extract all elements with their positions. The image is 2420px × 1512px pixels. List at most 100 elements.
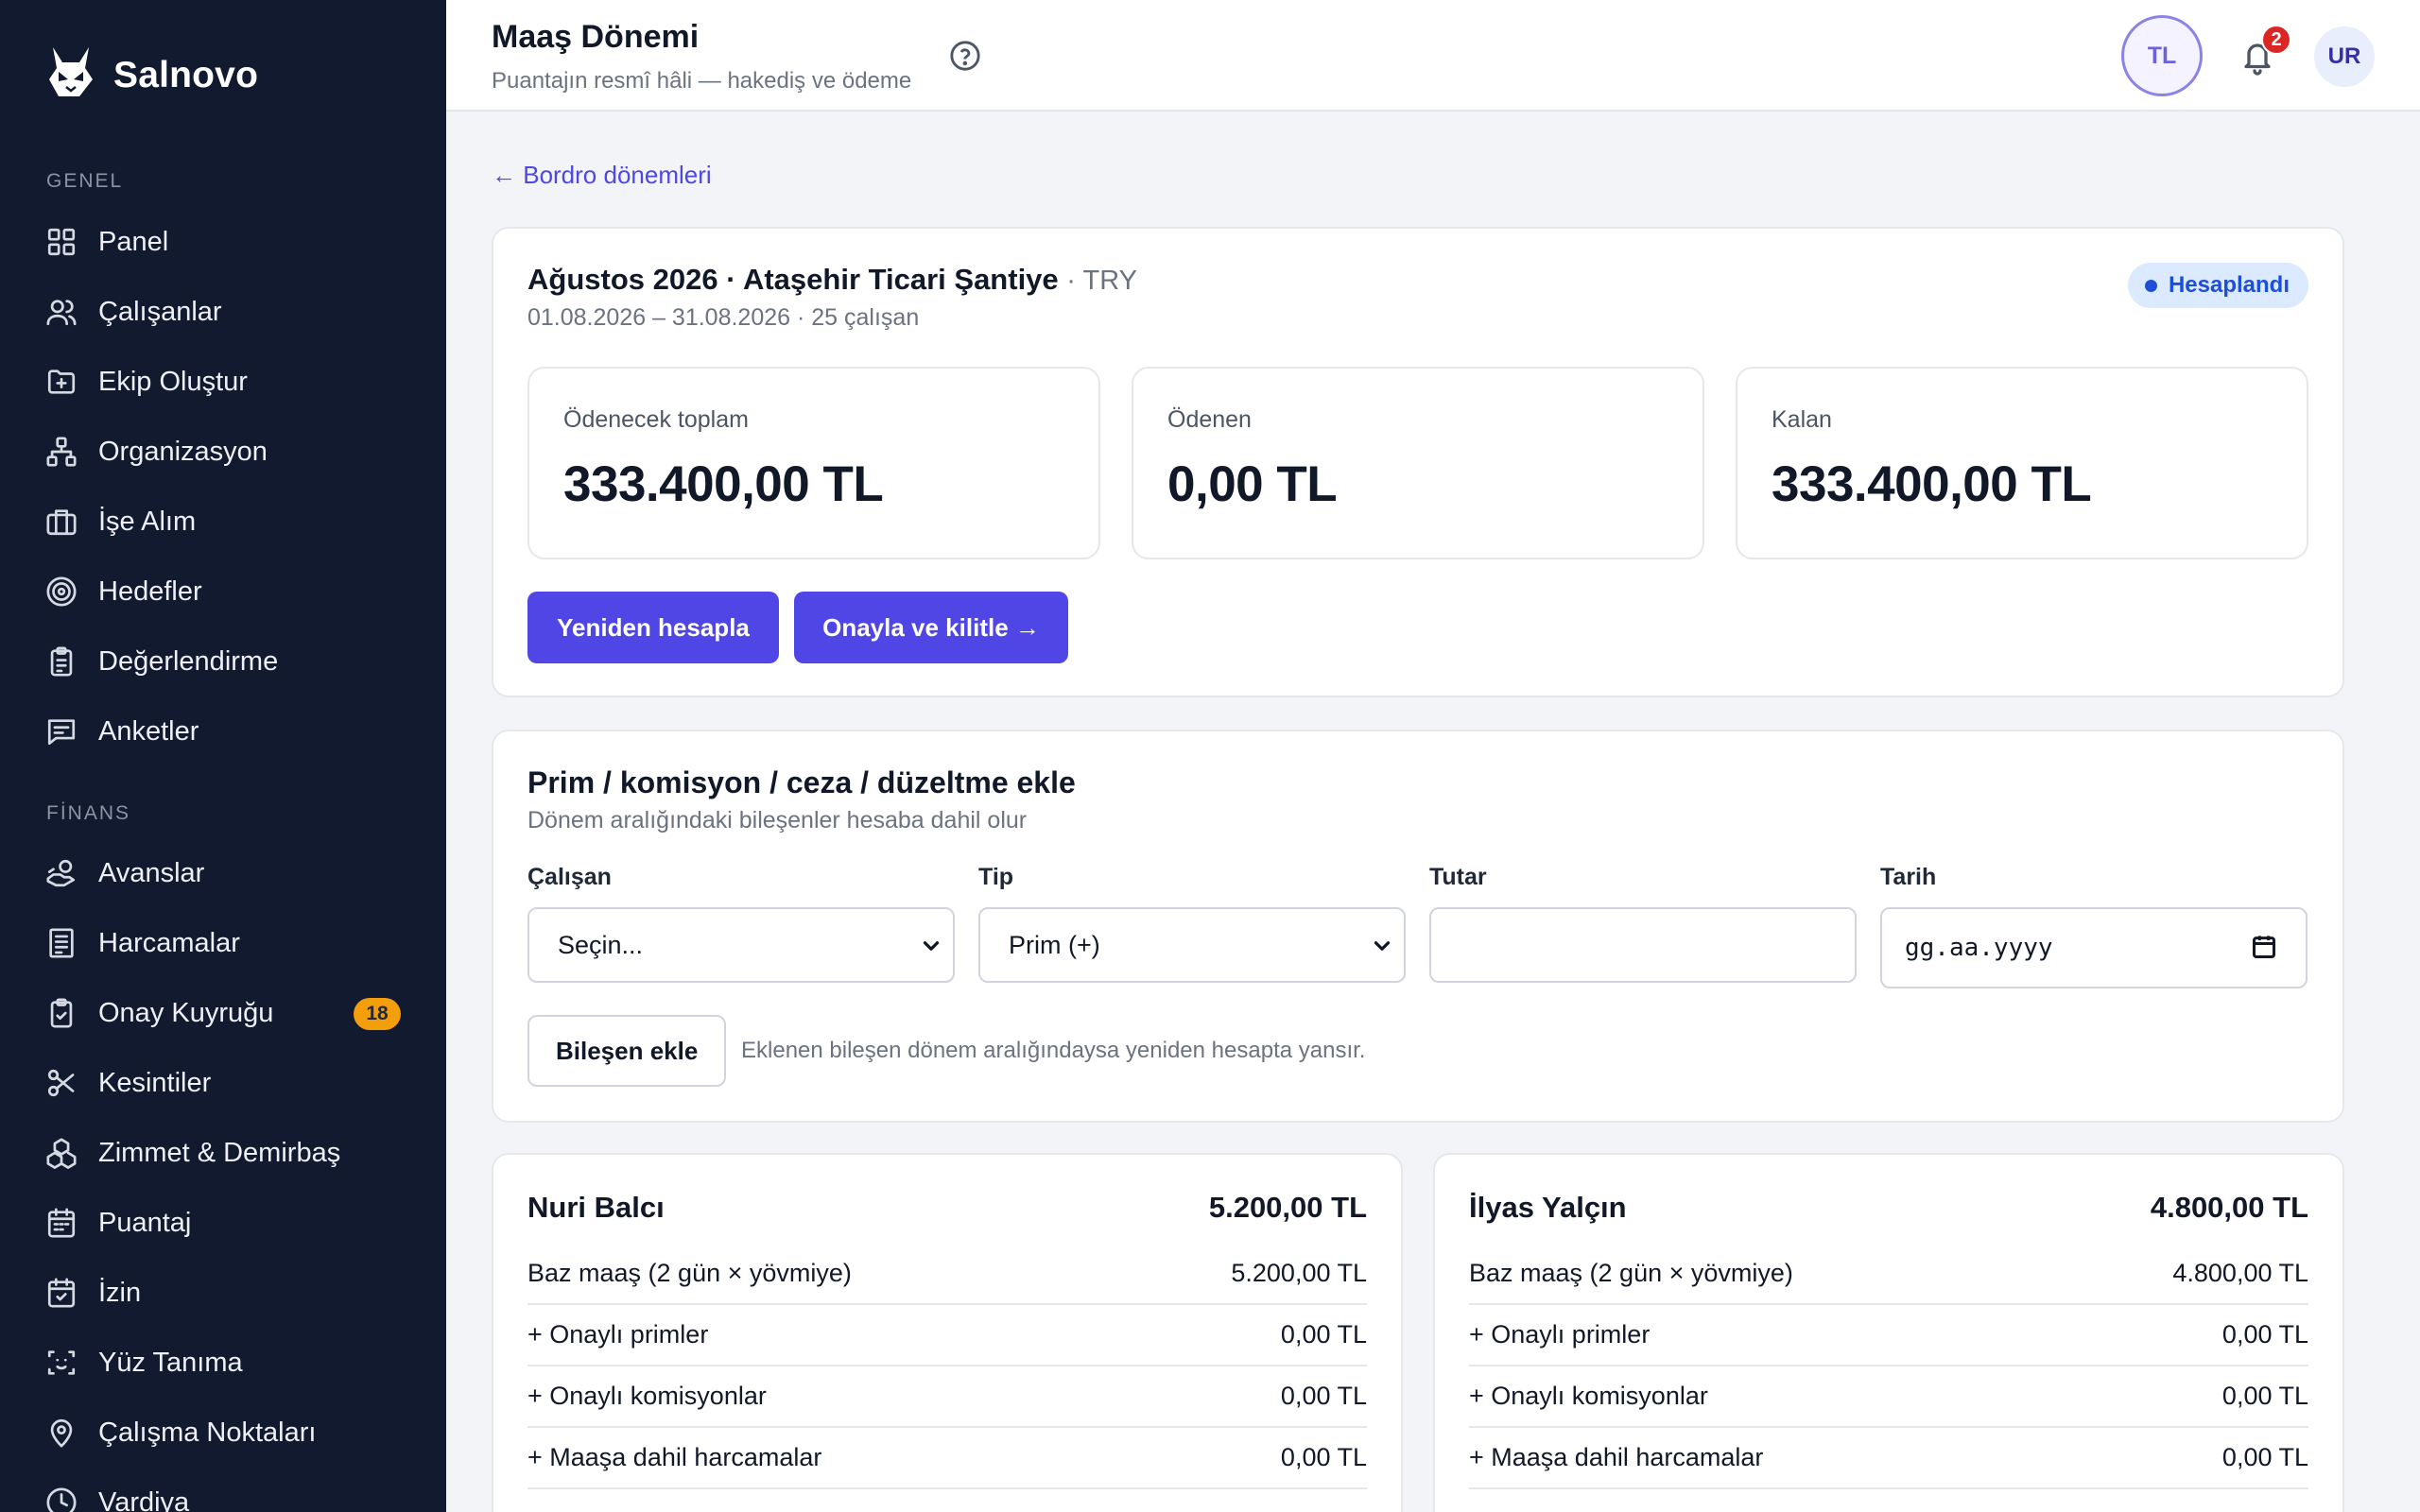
sidebar-item-label: Çalışanlar [98,296,222,327]
sidebar-item-assets[interactable]: Zimmet & Demirbaş [45,1125,405,1181]
add-component-card: Prim / komisyon / ceza / düzeltme ekle D… [492,730,2344,1123]
help-icon[interactable] [949,40,981,72]
calendar-check-icon [47,1278,76,1308]
target-icon [46,576,77,607]
approval-count-badge: 18 [354,998,401,1030]
stat-label: Kalan [1772,406,1832,433]
status-dot-icon [2144,279,2157,292]
briefcase-icon [46,509,77,536]
row-label: + Onaylı komisyonlar [527,1382,767,1410]
employee-name: Nuri Balcı [527,1191,665,1224]
sidebar-item-label: Zimmet & Demirbaş [98,1137,341,1168]
breakdown-row: Baz maaş (2 gün × yövmiye) 5.200,00 TL [527,1244,1367,1305]
back-to-payroll-periods-link[interactable]: ← Bordro dönemleri [492,161,712,189]
brand[interactable]: Salnovo [45,43,258,107]
boxes-icon [46,1138,77,1169]
stat-value: 0,00 TL [1167,456,1338,512]
stat-value: 333.400,00 TL [1772,456,2092,512]
sidebar-item-leave[interactable]: İzin [45,1264,405,1321]
row-label: + Onaylı primler [1469,1320,1651,1349]
page-title: Maaş Dönemi [492,19,700,55]
face-scan-icon [47,1350,76,1375]
sidebar-item-employees[interactable]: Çalışanlar [45,284,405,340]
recalculate-button[interactable]: Yeniden hesapla [527,592,779,663]
type-select[interactable]: Prim (+) [978,907,1406,983]
stat-paid: Ödenen 0,00 TL [1132,367,1704,559]
breakdown-row: + Onaylı primler 0,00 TL [527,1305,1367,1366]
message-icon [47,719,76,746]
row-value: 5.200,00 TL [1231,1259,1367,1287]
brand-name: Salnovo [113,54,259,95]
sidebar-item-panel[interactable]: Panel [45,214,405,270]
sidebar-item-label: Kesintiler [98,1067,212,1098]
sidebar-item-recruitment[interactable]: İşe Alım [45,493,405,550]
period-meta: 01.08.2026 – 31.08.2026 · 25 çalışan [527,304,920,331]
sidebar-item-label: Yüz Tanıma [98,1347,243,1378]
sidebar-item-label: Değerlendirme [98,645,279,677]
stat-label: Ödenen [1167,406,1252,433]
org-chart-icon [46,437,77,467]
status-badge: Hesaplandı [2127,263,2308,308]
period-summary-card: Ağustos 2026 · Ataşehir Ticari Şantiye ·… [492,227,2344,697]
stat-label: Ödenecek toplam [563,406,749,433]
add-component-button[interactable]: Bileşen ekle [527,1015,727,1087]
date-input[interactable]: gg.aa.yyyy [1880,907,2308,988]
sidebar-item-timesheet[interactable]: Puantaj [45,1194,405,1251]
amount-label: Tutar [1429,864,1487,890]
sidebar-item-label: Panel [98,226,169,257]
sidebar-item-face-recognition[interactable]: Yüz Tanıma [45,1334,405,1391]
page-subtitle: Puantajın resmî hâli — hakediş ve ödeme [492,68,912,94]
sidebar-item-label: Anketler [98,715,199,747]
currency-button[interactable]: TL [2121,15,2203,96]
employee-select[interactable]: Seçin... [527,907,955,983]
sidebar-item-approval-queue[interactable]: Onay Kuyruğu 18 [45,985,405,1041]
notification-count-badge: 2 [2261,25,2291,55]
sidebar-item-label: Puantaj [98,1207,192,1238]
scissors-icon [47,1069,75,1097]
form-title: Prim / komisyon / ceza / düzeltme ekle [527,765,1076,799]
sidebar-item-label: Avanslar [98,857,205,888]
breakdown-row: + Onaylı komisyonlar 0,00 TL [1469,1366,2308,1428]
avatar[interactable]: UR [2314,26,2375,87]
sidebar-item-label: Onay Kuyruğu [98,997,274,1028]
clipboard-icon [50,646,73,677]
row-label: + Onaylı komisyonlar [1469,1382,1708,1410]
amount-input[interactable] [1429,907,1857,983]
type-label: Tip [978,864,1014,890]
calendar-icon[interactable] [2251,934,2277,960]
row-label: Baz maaş (2 gün × yövmiye) [1469,1259,1793,1287]
users-icon [46,300,77,326]
sidebar-item-team-builder[interactable]: Ekip Oluştur [45,353,405,410]
employee-label: Çalışan [527,864,612,890]
sidebar-item-label: Hedefler [98,576,202,607]
sidebar-item-deductions[interactable]: Kesintiler [45,1055,405,1111]
clock-icon [46,1487,77,1512]
sidebar-item-label: Organizasyon [98,436,268,467]
clipboard-check-icon [50,998,73,1028]
sidebar-item-surveys[interactable]: Anketler [45,703,405,760]
top-bar: Maaş Dönemi Puantajın resmî hâli — haked… [446,0,2420,112]
row-label: + Maaşa dahil harcamalar [1469,1443,1764,1471]
row-value: 4.800,00 TL [2172,1259,2308,1287]
sidebar-item-organization[interactable]: Organizasyon [45,423,405,480]
sidebar-item-label: Harcamalar [98,927,240,958]
employee-total: 4.800,00 TL [2150,1191,2308,1224]
bell-icon[interactable] [2240,38,2274,76]
approve-and-lock-button[interactable]: Onayla ve kilitle → [794,592,1068,663]
sidebar-item-advances[interactable]: Avanslar [45,845,405,902]
sidebar-item-expenses[interactable]: Harcamalar [45,915,405,971]
row-value: 0,00 TL [2221,1443,2308,1471]
sidebar-item-work-locations[interactable]: Çalışma Noktaları [45,1404,405,1461]
sidebar-item-label: İzin [98,1277,142,1308]
sidebar-item-goals[interactable]: Hedefler [45,563,405,620]
row-label: + Maaşa dahil harcamalar [527,1443,822,1471]
sidebar-item-evaluation[interactable]: Değerlendirme [45,633,405,690]
stat-value: 333.400,00 TL [563,456,884,512]
receipt-icon [49,928,74,958]
sidebar-item-shifts[interactable]: Vardiya [45,1474,405,1512]
employee-card: İlyas Yalçın 4.800,00 TL Baz maaş (2 gün… [1433,1153,2344,1512]
hand-coins-icon [46,859,76,887]
form-hint: Eklenen bileşen dönem aralığındaysa yeni… [741,1038,1366,1063]
row-label: Baz maaş (2 gün × yövmiye) [527,1259,852,1287]
employee-total: 5.200,00 TL [1208,1191,1367,1224]
